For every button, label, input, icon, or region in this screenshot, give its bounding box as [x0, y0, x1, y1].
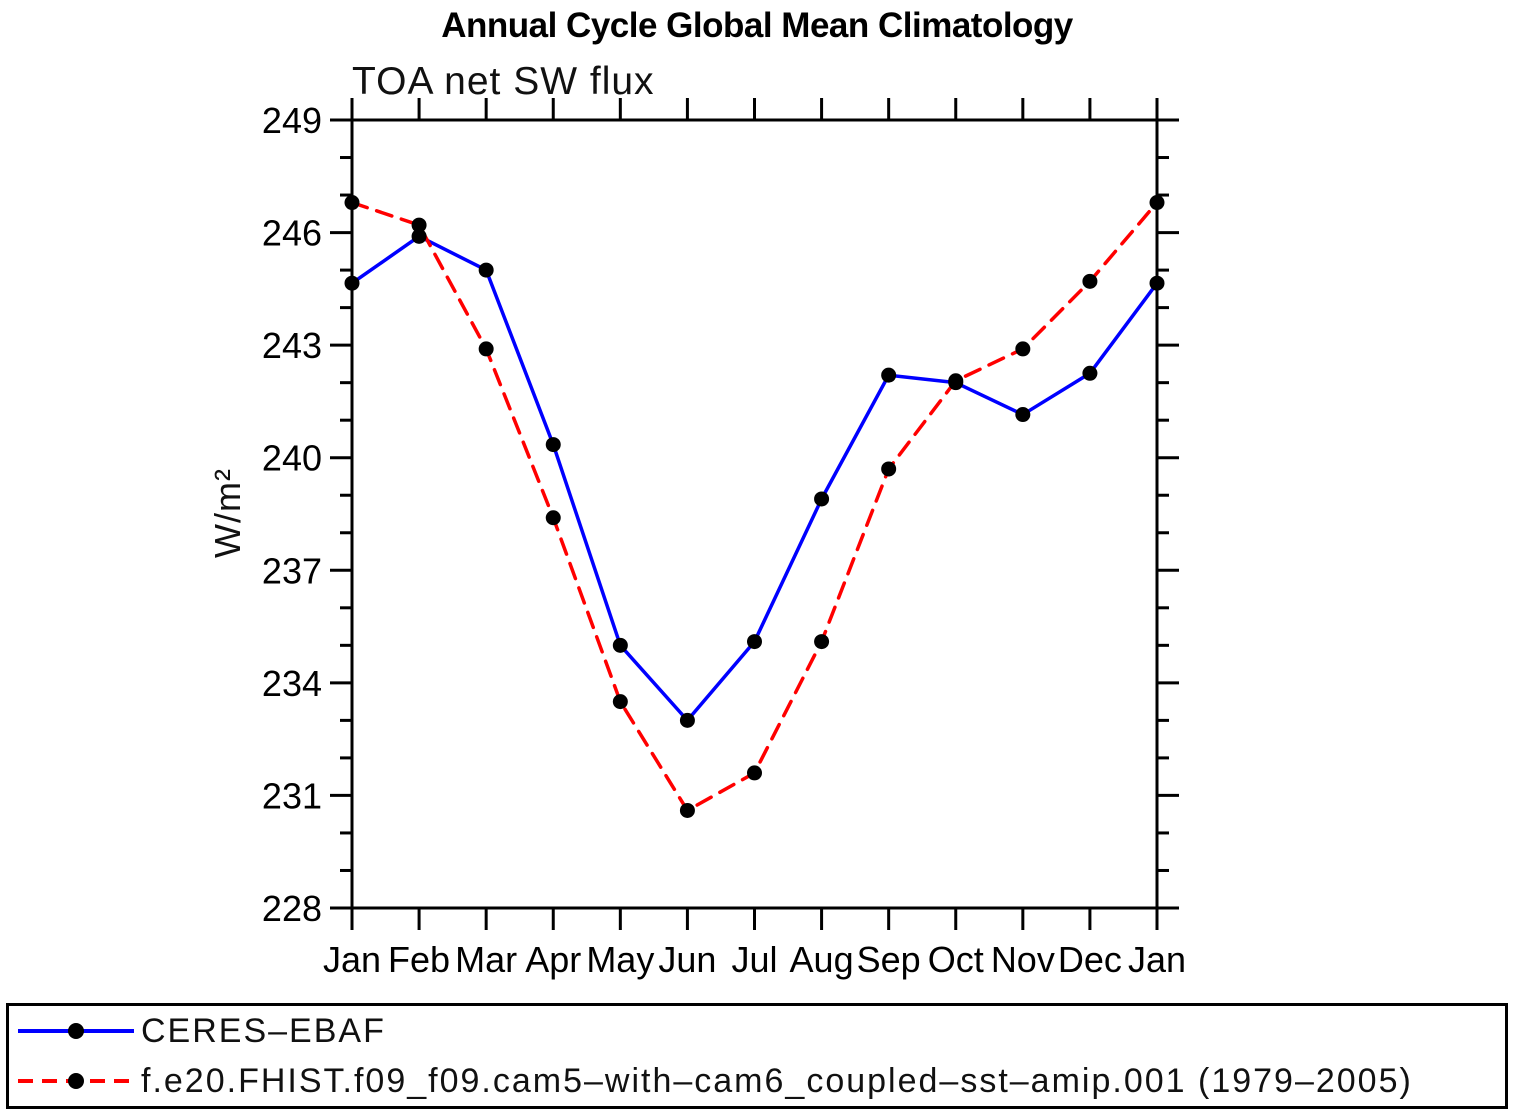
data-point-marker	[478, 341, 494, 357]
y-tick-label: 234	[262, 663, 322, 704]
data-point-marker	[1015, 407, 1031, 423]
legend-line-sample-dashed	[18, 1073, 134, 1089]
x-tick-label: Feb	[388, 939, 450, 980]
data-point-marker	[948, 373, 964, 389]
data-point-marker	[814, 491, 830, 507]
series-markers-1	[344, 195, 1165, 818]
axis-box	[350, 118, 1159, 910]
data-point-marker	[679, 802, 695, 818]
data-point-marker	[1149, 275, 1165, 291]
y-tick-label: 237	[262, 550, 322, 591]
x-tick-label: Dec	[1058, 939, 1122, 980]
x-tick-label: Jul	[731, 939, 777, 980]
data-point-marker	[411, 217, 427, 233]
y-tick-label: 228	[262, 888, 322, 929]
legend-marker-dot	[68, 1023, 84, 1039]
data-point-marker	[411, 228, 427, 244]
data-point-marker	[814, 634, 830, 650]
y-axis-ticks	[330, 118, 1179, 910]
x-tick-label: Aug	[790, 939, 854, 980]
legend-label-model: f.e20.FHIST.f09_f09.cam5–with–cam6_coupl…	[141, 1061, 1413, 1100]
series-line-1	[350, 200, 1159, 813]
chart-subtitle: TOA net SW flux	[352, 60, 655, 103]
y-tick-label: 231	[262, 775, 322, 816]
x-tick-label: Sep	[857, 939, 921, 980]
data-point-marker	[881, 367, 897, 383]
x-tick-label: Jan	[1128, 939, 1186, 980]
x-tick-label: Nov	[991, 939, 1055, 980]
data-point-marker	[478, 262, 494, 278]
legend-item-ceres: CERES–EBAF	[9, 1006, 1505, 1056]
legend-marker-dot	[68, 1073, 84, 1089]
data-point-marker	[1082, 365, 1098, 381]
data-point-marker	[881, 461, 897, 477]
data-point-marker	[1015, 341, 1031, 357]
y-tick-label: 246	[262, 213, 322, 254]
series-markers-0	[344, 228, 1165, 728]
data-point-marker	[344, 195, 360, 211]
x-tick-label: Jan	[323, 939, 381, 980]
legend-item-model: f.e20.FHIST.f09_f09.cam5–with–cam6_coupl…	[9, 1056, 1505, 1106]
data-point-marker	[344, 275, 360, 291]
chart-title: Annual Cycle Global Mean Climatology	[441, 6, 1073, 45]
legend-line-sample-solid	[18, 1023, 134, 1039]
x-axis-tick-labels: Jan Feb Mar Apr May Jun Jul Aug Sep Oct Nov Dec Jan	[323, 939, 1186, 980]
data-point-marker	[747, 634, 762, 650]
y-tick-label: 243	[262, 325, 322, 366]
data-point-marker	[679, 712, 695, 728]
data-point-marker	[1082, 273, 1098, 289]
x-tick-label: May	[586, 939, 654, 980]
data-point-marker	[612, 694, 628, 710]
data-point-marker	[612, 637, 628, 653]
data-point-marker	[545, 437, 561, 453]
data-point-marker	[747, 765, 762, 781]
x-tick-label: Apr	[525, 939, 581, 980]
x-tick-label: Mar	[455, 939, 517, 980]
y-tick-label: 240	[262, 438, 322, 479]
legend-box: CERES–EBAF f.e20.FHIST.f09_f09.cam5–with…	[6, 1003, 1508, 1109]
data-point-marker	[1149, 195, 1165, 211]
x-tick-label: Jun	[658, 939, 716, 980]
data-point-marker	[545, 510, 561, 526]
x-axis-ticks	[350, 98, 1159, 930]
legend-label-ceres: CERES–EBAF	[141, 1011, 386, 1050]
y-tick-label: 249	[262, 100, 322, 141]
x-tick-label: Oct	[928, 939, 984, 980]
y-axis-tick-labels: 228 231 234 237 240 243 246 249	[262, 100, 322, 929]
